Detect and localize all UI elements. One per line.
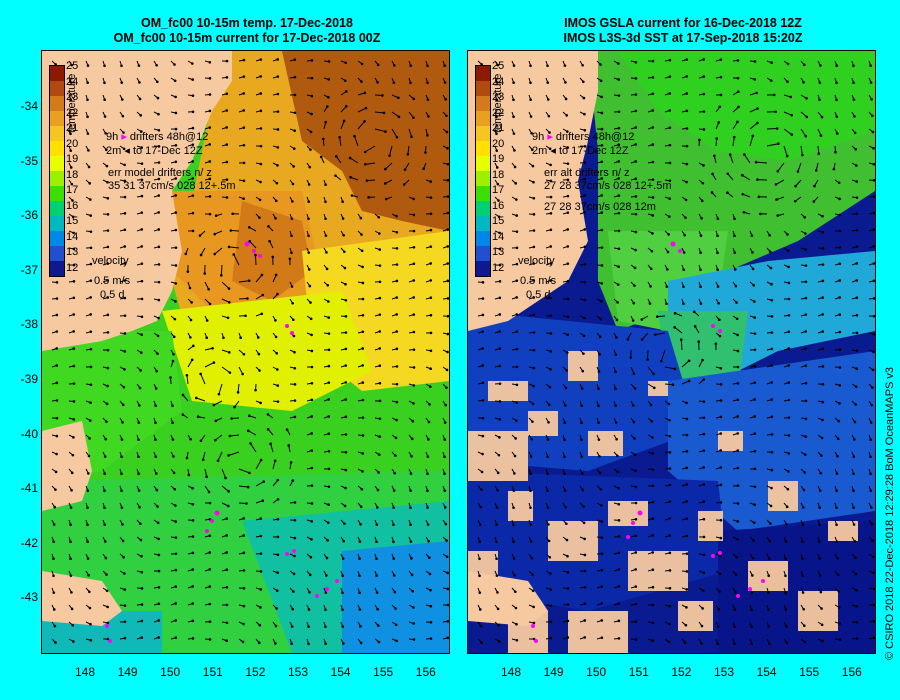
left-drifters-label: 9h ▸ drifters 48h@12 — [106, 131, 208, 144]
colorbar-tick-label: 12 — [66, 261, 79, 274]
right-to-text: to 17-Dec 12Z — [558, 145, 629, 157]
longitude-tick-label: 156 — [415, 665, 436, 679]
longitude-tick-label: 155 — [799, 665, 820, 679]
left-err-line1: err model drifters n/ z — [108, 167, 212, 179]
left-colorbar-title: temperature — [66, 73, 78, 133]
colorbar-tick-label: 13 — [492, 246, 505, 258]
right-map-title: IMOS GSLA current for 16-Dec-2018 12Z IM… — [468, 16, 898, 46]
longitude-tick-label: 152 — [671, 665, 692, 679]
colorbar-tick-label: 15 — [66, 215, 79, 227]
colorbar-tick-label: 21 — [66, 122, 79, 134]
left-velocity-time: 0.5 d — [100, 289, 125, 301]
left-title-line1: OM_fc00 10-15m temp. 17-Dec-2018 — [141, 16, 353, 30]
left-map-panel: 25 24 23 22 21 20 19 18 17 16 15 14 13 12 temperature… — [41, 50, 450, 654]
colorbar-tick-label: 24 — [66, 75, 79, 88]
left-title-line2: OM_fc00 10-15m current for 17-Dec-2018 0… — [113, 31, 381, 45]
longitude-tick-label: 155 — [373, 665, 394, 679]
colorbar-tick-label: 19 — [66, 153, 79, 165]
colorbar-tick-label: 14 — [66, 230, 79, 243]
colorbar-tick-label: 25 — [492, 60, 505, 72]
longitude-tick-label: 153 — [287, 665, 309, 679]
longitude-tick-label: 148 — [500, 665, 522, 679]
colorbar-tick-label: 18 — [66, 168, 79, 181]
right-to-label: 2m ◂ to 17-Dec 12Z — [532, 145, 629, 158]
longitude-tick-label: 150 — [586, 665, 607, 679]
right-drifter-marker-icon: ▸ — [547, 131, 553, 143]
colorbar-tick-label: 12 — [492, 261, 505, 274]
colorbar-tick-label: 13 — [66, 246, 79, 258]
colorbar-tick-label: 15 — [492, 215, 505, 227]
right-err-line2: 27 28 37cm/s 028 12+.5m — [544, 180, 672, 192]
colorbar-tick-label: 20 — [66, 137, 79, 150]
right-title-line1: IMOS GSLA current for 16-Dec-2018 12Z — [564, 16, 802, 30]
right-map-canvas — [468, 51, 875, 653]
left-colorbar — [49, 65, 65, 277]
colorbar-tick-label: 14 — [492, 230, 505, 243]
latitude-tick-label: -35 — [20, 153, 38, 168]
longitude-tick-label: 150 — [160, 665, 181, 679]
right-colorbar — [475, 65, 491, 277]
colorbar-tick-label: 17 — [66, 184, 79, 196]
colorbar-tick-label: 23 — [66, 91, 79, 103]
left-map-canvas — [42, 51, 449, 653]
longitude-tick-label: 153 — [713, 665, 735, 679]
right-err-line3: 27 28 37cm/s 028 12m — [544, 201, 656, 213]
latitude-tick-label: -38 — [20, 317, 38, 332]
colorbar-tick-label: 17 — [492, 184, 505, 196]
right-small-a: 9h — [532, 131, 545, 143]
left-err-line2: 35 31 37cm/s 028 12+.5m — [108, 180, 236, 192]
colorbar-tick-label: 22 — [66, 106, 79, 119]
longitude-tick-label: 154 — [756, 665, 777, 679]
latitude-tick-label: -37 — [20, 262, 38, 277]
right-small-b: 2m — [532, 145, 548, 157]
colorbar-tick-label: 24 — [492, 75, 505, 88]
longitude-tick-label: 151 — [628, 665, 649, 679]
colorbar-tick-label: 19 — [492, 153, 505, 165]
longitude-tick-label: 152 — [245, 665, 266, 679]
right-velocity-title: velocity — [518, 255, 555, 267]
left-drifter-marker-icon: ▸ — [121, 131, 127, 143]
left-map-title: OM_fc00 10-15m temp. 17-Dec-2018 OM_fc00… — [32, 16, 462, 46]
colorbar-tick-label: 18 — [492, 168, 505, 181]
longitude-tick-label: 149 — [117, 665, 138, 679]
longitude-tick-label: 151 — [202, 665, 223, 679]
right-drifters-text: drifters 48h@12 — [555, 131, 635, 143]
left-small-a: 9h — [106, 131, 119, 143]
left-small-b: 2m — [106, 145, 122, 157]
right-map-panel: 25 24 23 22 21 20 19 18 17 16 15 14 13 12 temperature… — [467, 50, 876, 654]
left-velocity-title: velocity — [92, 255, 129, 267]
longitude-tick-label: 148 — [74, 665, 96, 679]
colorbar-tick-label: 16 — [492, 199, 505, 212]
left-velocity-scale: 0.5 m/s — [94, 275, 131, 287]
longitude-tick-label: 149 — [543, 665, 564, 679]
left-to-label: 2m ◂ to 17-Dec 12Z — [106, 145, 203, 158]
latitude-tick-label: -40 — [20, 426, 38, 441]
right-colorbar-title: temperature — [492, 73, 504, 133]
latitude-tick-label: -39 — [20, 372, 38, 386]
left-to-text: to 17-Dec 12Z — [132, 145, 203, 157]
colorbar-tick-label: 23 — [492, 91, 505, 103]
colorbar-tick-label: 16 — [66, 199, 79, 212]
latitude-tick-label: -43 — [20, 590, 38, 605]
colorbar-tick-label: 21 — [492, 122, 505, 134]
left-arrow-marker-icon: ◂ — [124, 145, 130, 157]
right-arrow-marker-icon: ◂ — [550, 145, 556, 157]
right-velocity-time: 0.5 d — [526, 289, 551, 301]
credit-line: © CSIRO 2018 22-Dec-2018 12:29:28 BoM Oc… — [884, 366, 896, 660]
right-drifters-label: 9h ▸ drifters 48h@12 — [532, 131, 634, 144]
latitude-tick-label: -42 — [20, 535, 38, 550]
right-title-line2: IMOS L3S-3d SST at 17-Sep-2018 15:20Z — [563, 31, 803, 45]
left-drifters-text: drifters 48h@12 — [129, 131, 209, 143]
longitude-tick-label: 154 — [330, 665, 351, 679]
colorbar-tick-label: 25 — [66, 60, 79, 72]
right-err-line1: err alt drifters n/ z — [544, 167, 630, 179]
latitude-tick-label: -36 — [20, 208, 38, 223]
longitude-tick-label: 156 — [841, 665, 862, 679]
colorbar-tick-label: 22 — [492, 106, 505, 119]
latitude-tick-label: -41 — [20, 481, 38, 496]
colorbar-tick-label: 20 — [492, 137, 505, 150]
latitude-tick-label: -34 — [20, 99, 38, 113]
right-velocity-scale: 0.5 m/s — [520, 275, 557, 287]
